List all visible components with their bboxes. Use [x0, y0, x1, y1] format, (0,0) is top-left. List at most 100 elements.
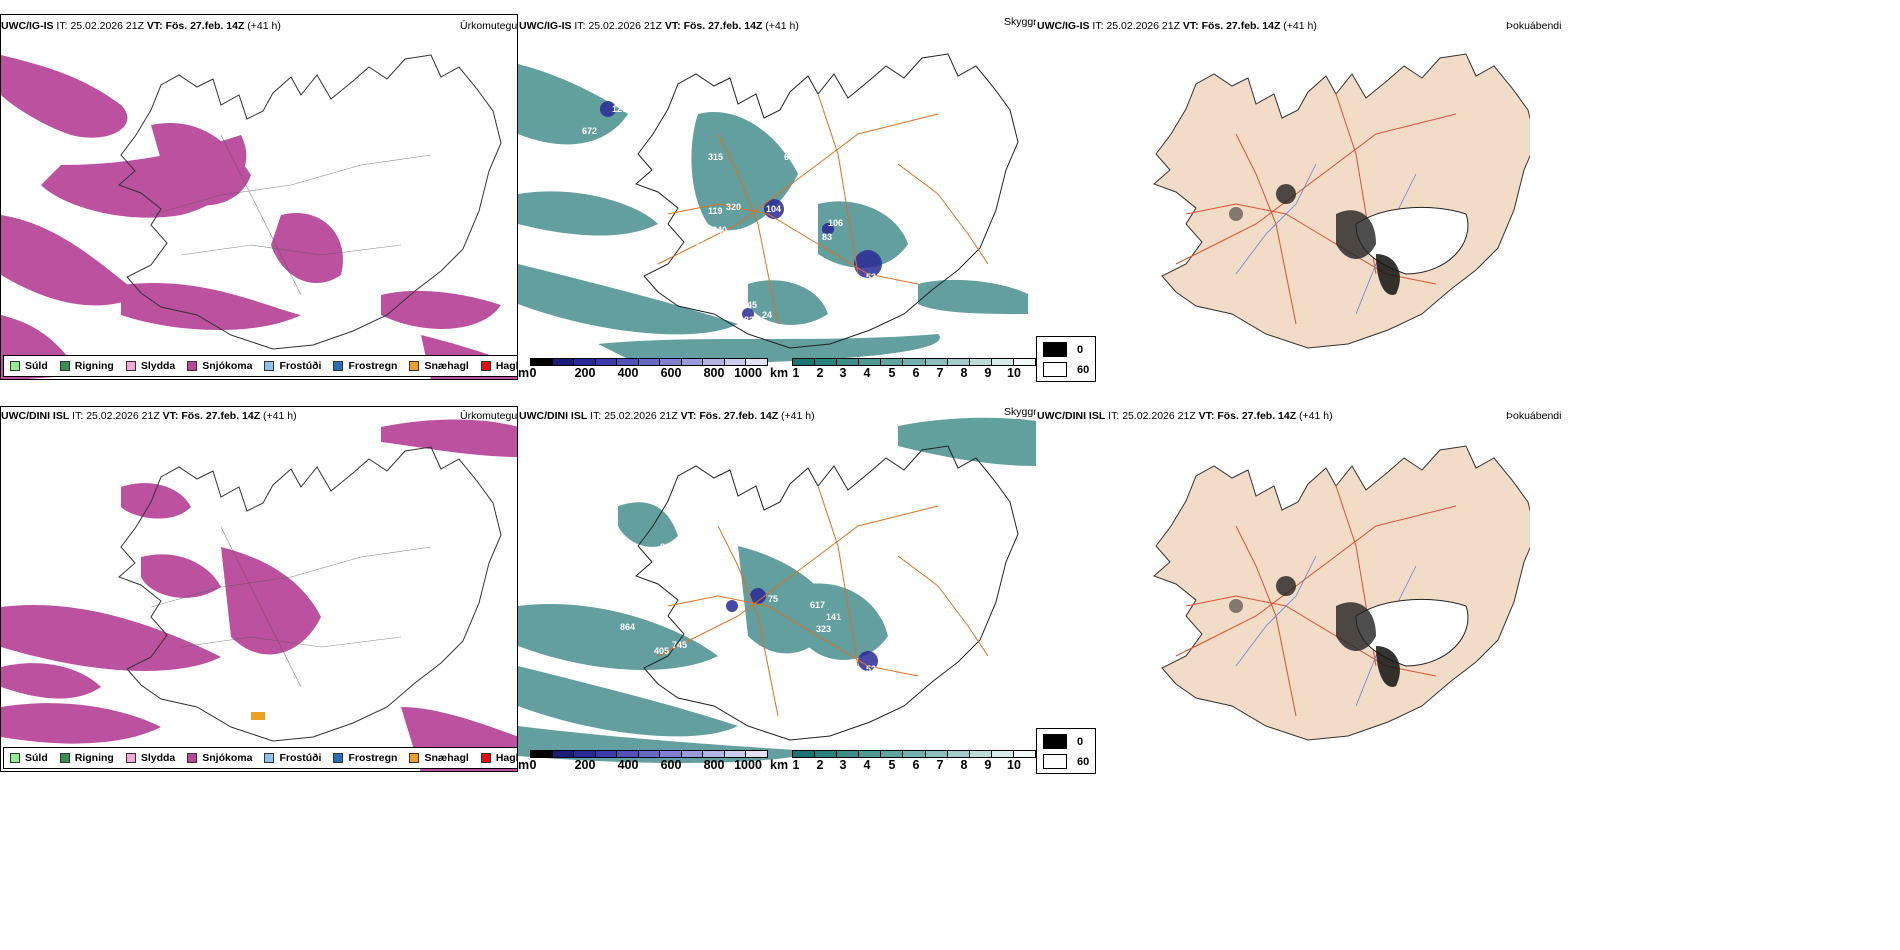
cb-tick: 1000	[734, 366, 762, 380]
cloud-base-ticks: 0 200 400 600 800 1000	[530, 366, 768, 382]
cloud-base-unit: m	[518, 758, 530, 772]
fog-legend-item: 0	[1043, 342, 1083, 357]
cloud-base-strip	[530, 750, 768, 758]
visibility-ticks: 1 2 3 4 5 6 7 8 9 10	[792, 758, 1036, 774]
cb-tick: 3	[839, 366, 847, 380]
precip-type-legend-top: Súld Rigning Slydda Snjókoma Frostúði Fr…	[3, 355, 517, 377]
legend-label: Haglél	[495, 360, 517, 372]
header-bottom-fog: UWC/DINI ISL IT: 25.02.2026 21Z VT: Fös.…	[1037, 410, 1333, 422]
legend-label: Snjókoma	[202, 360, 253, 372]
legend-label: Frostúði	[279, 360, 322, 372]
legend-label: Slydda	[140, 752, 176, 764]
legend-swatch	[480, 753, 491, 763]
panel-title-cloud-top: Skyggni	[1004, 16, 1042, 28]
visibility-colorbar-top: km 1 2 3 4 5 6 7 8 9 10	[770, 358, 1036, 386]
panel-title-fog-bottom: Þokuábendi	[1506, 410, 1562, 422]
fog-legend-item: 60	[1043, 362, 1089, 377]
legend-item: Snæhagl	[409, 360, 469, 372]
legend-swatch	[333, 361, 344, 371]
cb-tick: 3	[839, 758, 847, 772]
cb-tick: 4	[863, 758, 871, 772]
cloud-base-colorbar-bottom: m 0 200 400 600 800 1000	[518, 750, 768, 778]
header-top-cloud: UWC/IG-IS IT: 25.02.2026 21Z VT: Fös. 27…	[519, 20, 799, 32]
fog-swatch	[1043, 342, 1067, 357]
legend-item: Haglél	[480, 752, 517, 764]
cb-tick: 600	[660, 758, 682, 772]
cb-tick: 1000	[734, 758, 762, 772]
legend-swatch	[409, 361, 420, 371]
fog-panel-bottom	[1036, 406, 1530, 772]
fog-panel-top	[1036, 14, 1530, 380]
fog-swatch	[1043, 734, 1067, 749]
legend-swatch	[59, 361, 70, 371]
cloud-base-unit: m	[518, 366, 530, 380]
cb-tick: 5	[888, 758, 896, 772]
fog-legend-item: 60	[1043, 754, 1089, 769]
legend-swatch	[10, 361, 20, 371]
cb-tick: 5	[888, 366, 896, 380]
cb-tick: 1	[792, 758, 800, 772]
cloud-base-colorbar-top: m 0 200 400 600 800 1000	[518, 358, 768, 386]
legend-swatch	[409, 753, 420, 763]
visibility-unit: km	[770, 758, 789, 772]
fog-label: 0	[1077, 735, 1084, 748]
legend-label: Snjókoma	[202, 752, 253, 764]
legend-item: Frostúði	[264, 360, 321, 372]
legend-label: Rigning	[74, 360, 114, 372]
precip-map-top	[1, 54, 517, 379]
visibility-strip	[792, 750, 1036, 758]
fog-swatch	[1043, 362, 1067, 377]
visibility-unit: km	[770, 366, 789, 380]
cloud-map-top	[518, 53, 1028, 364]
panel-title-fog-top: Þokuábendi	[1506, 20, 1562, 32]
cloud-base-ticks: 0 200 400 600 800 1000	[530, 758, 768, 774]
legend-item: Slydda	[125, 752, 176, 764]
cb-tick: 8	[960, 366, 968, 380]
precip-map-bottom	[1, 419, 517, 771]
legend-item: Frostregn	[333, 360, 397, 372]
legend-item: Snjókoma	[187, 752, 252, 764]
legend-item: Rigning	[59, 752, 114, 764]
legend-item: Súld	[10, 752, 48, 764]
visibility-colorbar-bottom: km 1 2 3 4 5 6 7 8 9 10	[770, 750, 1036, 778]
cb-tick: 800	[703, 758, 725, 772]
cb-tick: 200	[574, 366, 596, 380]
legend-item: Frostregn	[333, 752, 397, 764]
legend-label: Súld	[25, 360, 48, 372]
precip-panel-bottom: Súld Rigning Slydda Snjókoma Frostúði Fr…	[0, 406, 518, 772]
legend-swatch	[333, 753, 344, 763]
cb-tick: 600	[660, 366, 682, 380]
legend-swatch	[125, 361, 136, 371]
cb-tick: 2	[816, 758, 824, 772]
cb-tick: 4	[863, 366, 871, 380]
legend-label: Haglél	[495, 752, 517, 764]
legend-label: Súld	[25, 752, 48, 764]
cb-tick: 8	[960, 758, 968, 772]
legend-swatch	[125, 753, 136, 763]
cb-tick: 6	[912, 758, 920, 772]
legend-item: Rigning	[59, 360, 114, 372]
cb-tick: 6	[912, 366, 920, 380]
header-top-fog: UWC/IG-IS IT: 25.02.2026 21Z VT: Fös. 27…	[1037, 20, 1317, 32]
legend-label: Snæhagl	[424, 752, 469, 764]
cloud-map-bottom	[518, 417, 1036, 763]
panel-title-precip-bottom: Úrkomutegund	[460, 410, 529, 422]
cb-tick: 10	[1007, 758, 1021, 772]
legend-item: Slydda	[125, 360, 175, 372]
legend-swatch	[264, 753, 275, 763]
cloud-base-strip	[530, 358, 768, 366]
legend-swatch	[59, 753, 70, 763]
cb-tick: 400	[617, 758, 639, 772]
cb-tick: 10	[1007, 366, 1021, 380]
panel-title-precip-top: Úrkomutegund	[460, 20, 529, 32]
cb-tick: 0	[529, 366, 537, 380]
legend-swatch	[187, 361, 198, 371]
cb-tick: 7	[936, 758, 944, 772]
fog-label: 60	[1077, 363, 1090, 376]
cb-tick: 2	[816, 366, 824, 380]
cb-tick: 0	[529, 758, 537, 772]
cb-tick: 200	[574, 758, 596, 772]
cb-tick: 9	[984, 758, 992, 772]
cb-tick: 9	[984, 366, 992, 380]
cb-tick: 400	[617, 366, 639, 380]
